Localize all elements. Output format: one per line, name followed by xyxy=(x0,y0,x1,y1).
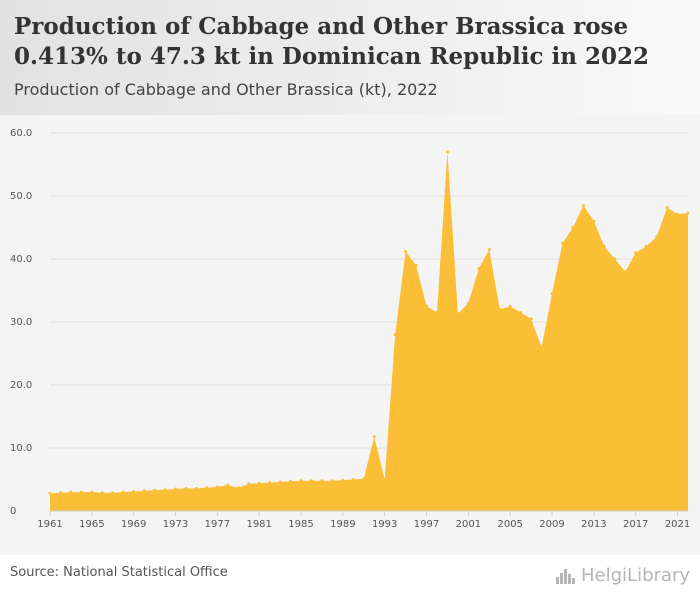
data-point xyxy=(362,477,366,481)
data-point xyxy=(623,270,627,274)
data-point xyxy=(581,203,585,207)
y-axis: 0 10.0 20.0 30.0 40.0 50.0 60.0 xyxy=(10,128,32,517)
data-point xyxy=(550,292,554,296)
helgi-library-logo-icon xyxy=(556,569,576,584)
x-tick-label: 2005 xyxy=(497,519,522,530)
data-point xyxy=(498,307,502,311)
data-point xyxy=(393,333,397,337)
data-point xyxy=(174,487,178,491)
data-point xyxy=(111,491,115,495)
data-point xyxy=(142,489,146,493)
data-point xyxy=(435,311,439,315)
data-point xyxy=(519,311,523,315)
data-point xyxy=(560,241,564,245)
y-tick-label: 60.0 xyxy=(10,128,32,139)
data-point xyxy=(665,205,669,209)
data-point xyxy=(477,266,481,270)
data-point xyxy=(90,490,94,494)
chart-subtitle: Production of Cabbage and Other Brassica… xyxy=(14,80,438,99)
data-point xyxy=(466,301,470,305)
y-tick-label: 50.0 xyxy=(10,191,32,202)
data-point xyxy=(686,211,690,215)
x-tick-label: 1985 xyxy=(288,519,313,530)
x-tick-label: 2017 xyxy=(623,519,648,530)
data-point xyxy=(644,244,648,248)
data-point xyxy=(236,486,240,490)
data-point xyxy=(153,488,157,492)
data-point xyxy=(226,483,230,487)
data-point xyxy=(100,491,104,495)
data-point xyxy=(48,491,52,495)
data-point xyxy=(132,489,136,493)
x-tick-label: 2001 xyxy=(456,519,481,530)
y-tick-label: 20.0 xyxy=(10,380,32,391)
y-tick-label: 40.0 xyxy=(10,254,32,265)
x-tick-label: 1977 xyxy=(205,519,230,530)
series-area-layer xyxy=(48,150,690,511)
x-tick-label: 2021 xyxy=(665,519,690,530)
data-point xyxy=(602,244,606,248)
production-area-series xyxy=(50,151,688,511)
data-point xyxy=(289,479,293,483)
data-point xyxy=(508,304,512,308)
data-point xyxy=(309,479,313,483)
data-point xyxy=(676,212,680,216)
data-point xyxy=(540,345,544,349)
data-point xyxy=(247,482,251,486)
x-tick-label: 1981 xyxy=(246,519,271,530)
x-tick-label: 1969 xyxy=(121,519,146,530)
data-point xyxy=(257,481,261,485)
chart-title: Production of Cabbage and Other Brassica… xyxy=(14,13,649,70)
y-tick-label: 0 xyxy=(10,506,16,517)
y-tick-label: 10.0 xyxy=(10,443,32,454)
data-point xyxy=(58,491,62,495)
data-point xyxy=(487,248,491,252)
data-point xyxy=(351,478,355,481)
brand-name: HelgiLibrary xyxy=(581,564,690,586)
data-point xyxy=(299,479,303,483)
data-point xyxy=(445,150,449,154)
data-point xyxy=(529,317,533,321)
data-point xyxy=(425,304,429,308)
data-point xyxy=(215,485,219,489)
data-point xyxy=(121,490,125,494)
data-point xyxy=(320,479,324,483)
data-point xyxy=(655,235,659,239)
chart-header: Production of Cabbage and Other Brassica… xyxy=(0,0,700,115)
x-tick-label: 1989 xyxy=(330,519,355,530)
data-point xyxy=(341,478,345,482)
data-point xyxy=(69,490,73,494)
x-tick-label: 1973 xyxy=(163,519,188,530)
data-point xyxy=(456,312,460,316)
x-tick-label: 1965 xyxy=(79,519,104,530)
data-point xyxy=(79,490,83,494)
data-point xyxy=(634,251,638,255)
x-tick-label: 1993 xyxy=(372,519,397,530)
x-tick-label: 2013 xyxy=(581,519,606,530)
data-point xyxy=(278,480,282,484)
x-tick-label: 1961 xyxy=(37,519,62,530)
data-point xyxy=(205,486,209,490)
data-point xyxy=(404,249,408,253)
x-tick-label: 1997 xyxy=(414,519,439,530)
source-note: Source: National Statistical Office xyxy=(10,565,228,580)
data-point xyxy=(184,486,188,490)
x-tick-label: 2009 xyxy=(539,519,564,530)
data-point xyxy=(330,479,334,483)
brand-logo: HelgiLibrary xyxy=(555,561,690,589)
data-point xyxy=(414,263,418,267)
chart-footer: Source: National Statistical Office Helg… xyxy=(0,555,700,596)
data-point xyxy=(194,486,198,490)
data-point xyxy=(613,257,617,261)
data-point xyxy=(163,488,167,492)
x-axis: 1961 1965 1969 1973 1977 1981 1985 1989 1993 1997… xyxy=(37,510,690,530)
data-point xyxy=(372,435,376,439)
data-point xyxy=(592,219,596,223)
y-tick-label: 30.0 xyxy=(10,317,32,328)
area-chart: 010.020.030.040.050.060.0 1961 1965 1969 19… xyxy=(10,128,690,530)
data-point xyxy=(383,478,387,481)
data-point xyxy=(571,226,575,229)
data-point xyxy=(268,481,272,485)
